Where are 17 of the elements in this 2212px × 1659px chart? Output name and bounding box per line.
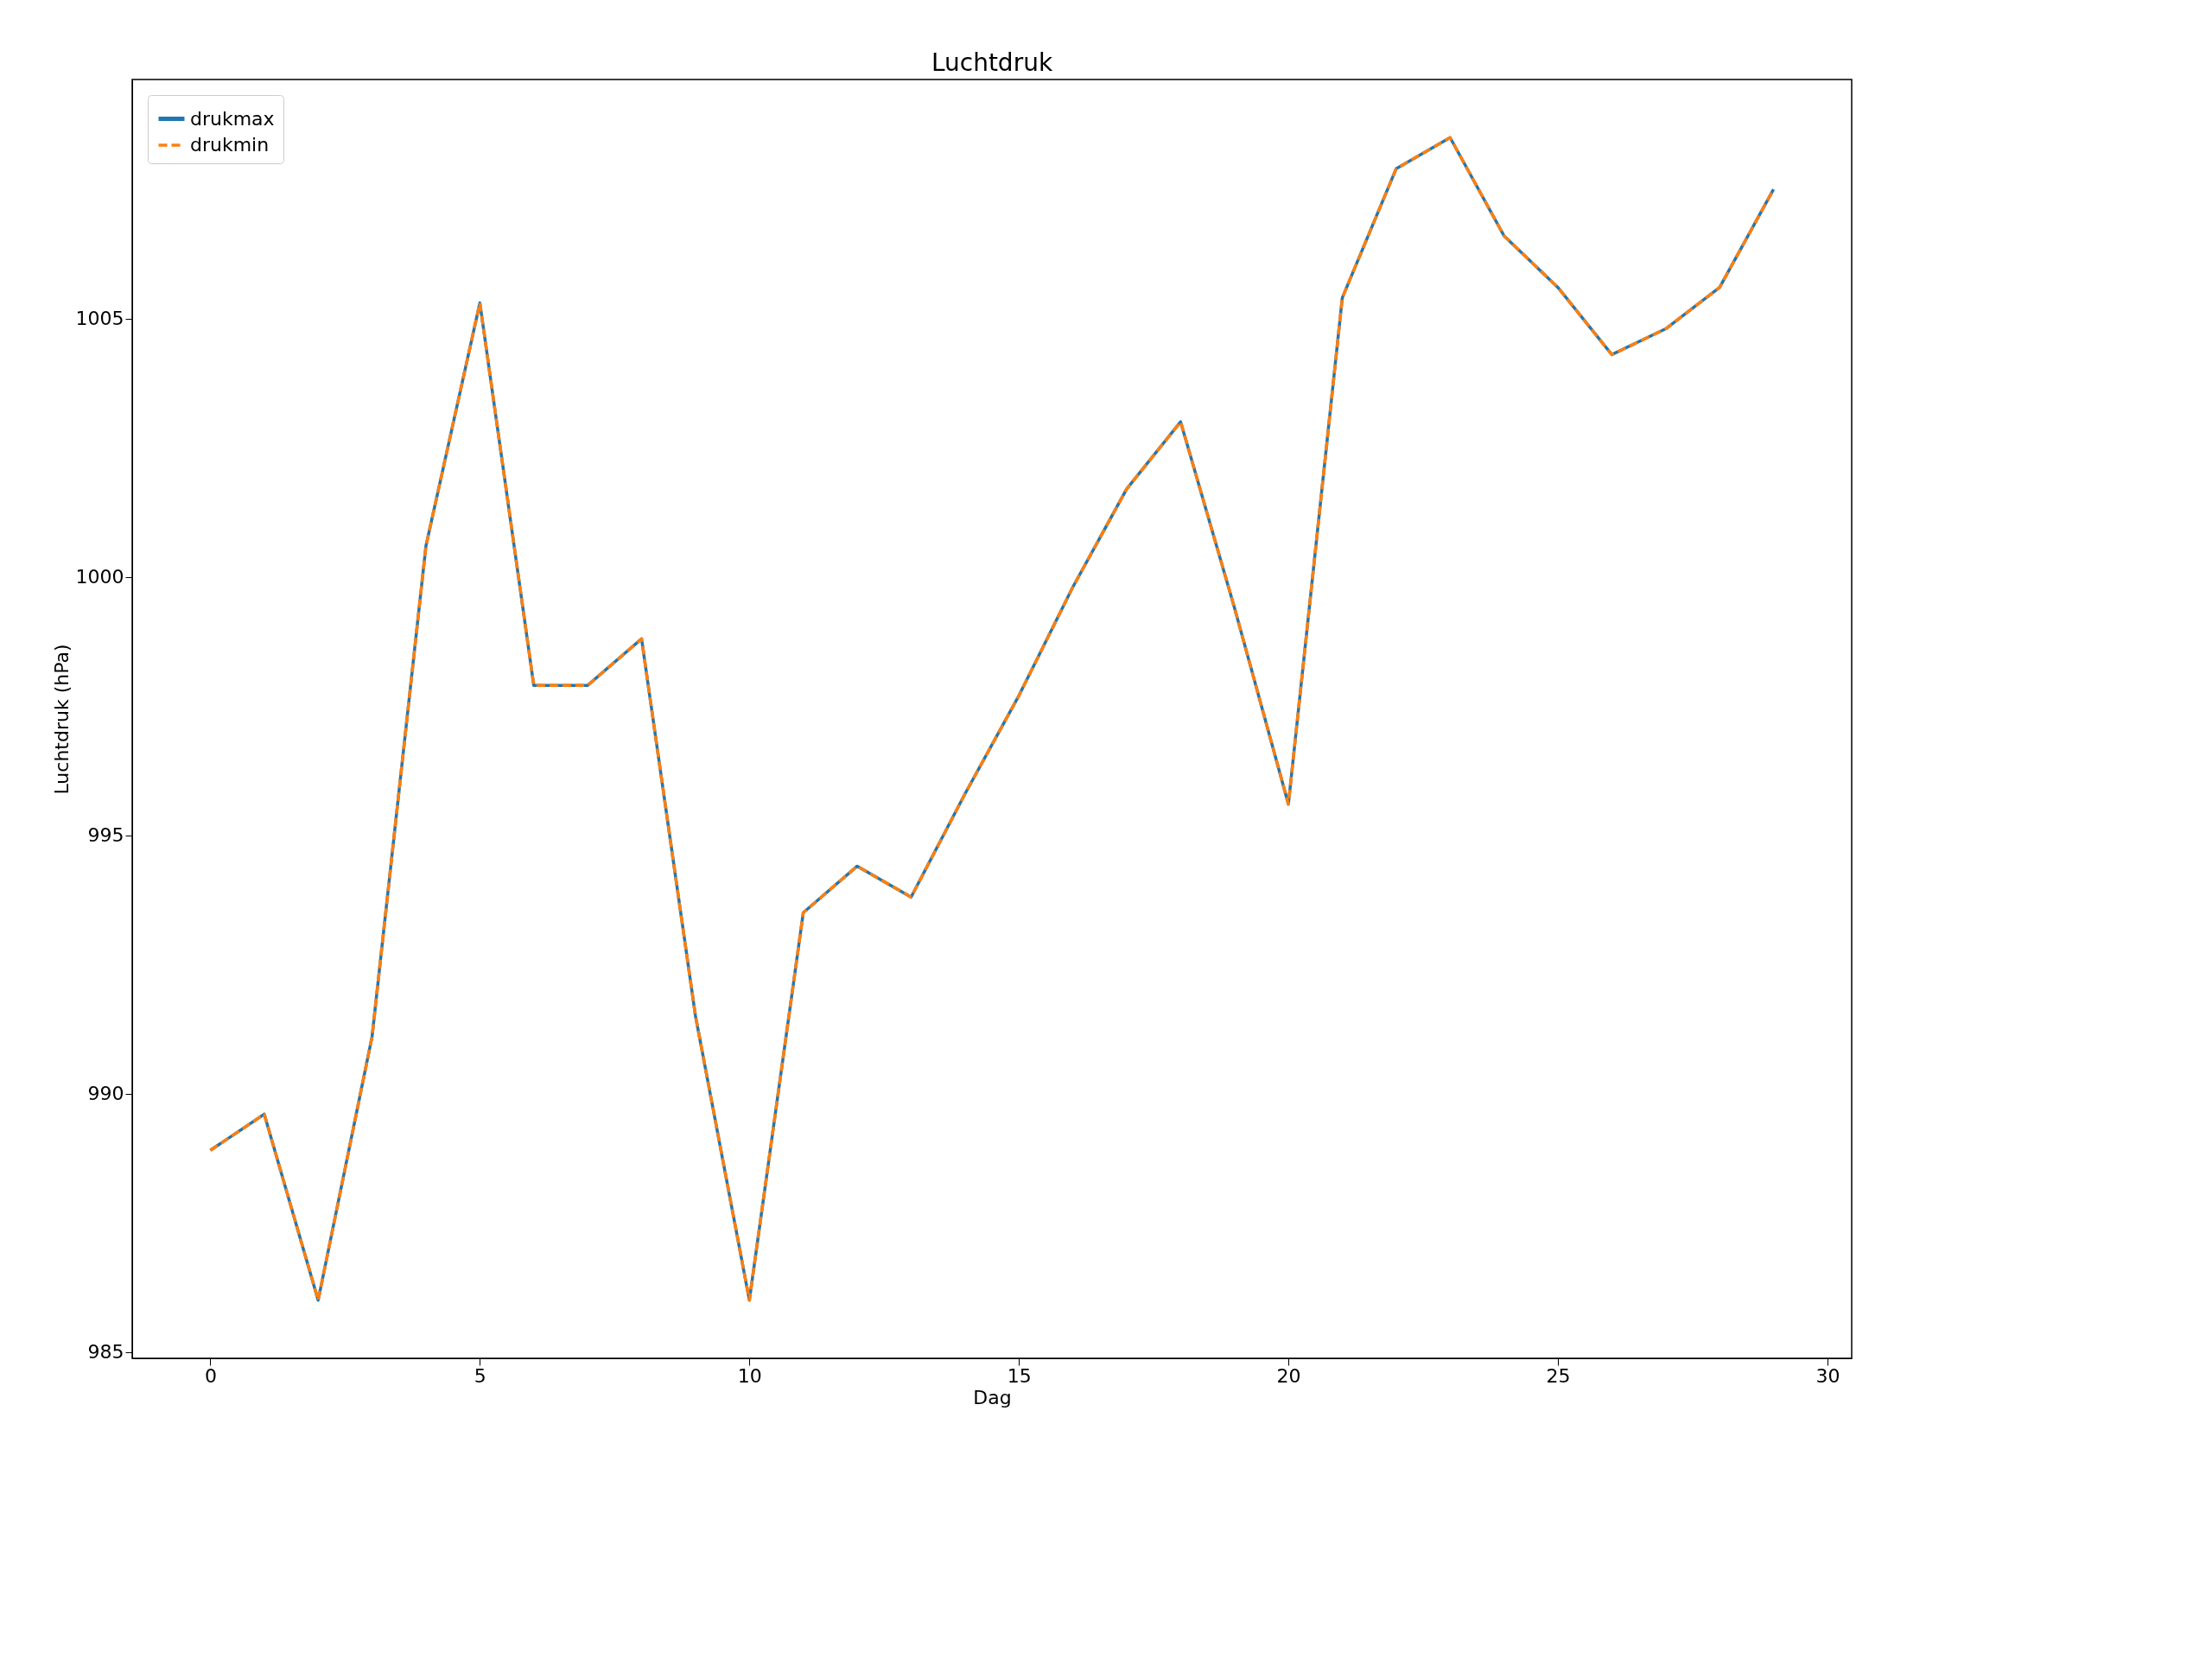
x-tick-label: 30 — [1815, 1364, 1840, 1387]
y-tick-label: 995 — [87, 824, 124, 847]
x-tick-label: 10 — [737, 1364, 762, 1387]
x-tick-label: 20 — [1276, 1364, 1301, 1387]
y-tick-label: 1005 — [75, 308, 124, 330]
x-axis-title: Dag — [973, 1386, 1012, 1408]
legend-label: drukmin — [190, 134, 270, 156]
chart-title: Luchtdruk — [931, 48, 1053, 77]
x-tick-label: 25 — [1546, 1364, 1571, 1387]
y-tick-label: 1000 — [75, 566, 124, 588]
x-tick-label: 5 — [474, 1364, 486, 1387]
x-tick-label: 15 — [1007, 1364, 1032, 1387]
y-tick-label: 985 — [87, 1341, 124, 1363]
y-tick-label: 990 — [87, 1083, 124, 1105]
legend-label: drukmax — [190, 107, 275, 130]
y-axis-title: Luchtdruk (hPa) — [50, 644, 73, 795]
x-tick-label: 0 — [204, 1364, 217, 1387]
